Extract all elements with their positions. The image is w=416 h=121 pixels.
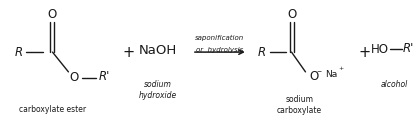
Text: −: − [317, 68, 322, 73]
Text: O: O [310, 70, 319, 83]
Text: +: + [358, 45, 370, 60]
Text: alcohol: alcohol [381, 80, 408, 89]
Text: R': R' [402, 42, 414, 55]
Text: R': R' [99, 70, 110, 83]
Text: O: O [70, 71, 79, 84]
Text: or  hydrolysis: or hydrolysis [196, 47, 243, 53]
Text: R: R [15, 46, 23, 59]
Text: +: + [339, 66, 344, 71]
Text: sodium: sodium [285, 95, 314, 104]
Text: carboxylate ester: carboxylate ester [19, 105, 86, 114]
Text: R: R [258, 46, 266, 59]
Text: saponification: saponification [195, 35, 245, 41]
Text: NaOH: NaOH [139, 44, 177, 57]
Text: O: O [287, 8, 296, 21]
Text: hydroxide: hydroxide [139, 91, 177, 100]
Text: carboxylate: carboxylate [277, 106, 322, 115]
Text: Na: Na [325, 70, 337, 79]
Text: HO: HO [371, 43, 389, 56]
Text: +: + [122, 45, 134, 60]
Text: sodium: sodium [144, 80, 172, 89]
Text: O: O [48, 8, 57, 21]
